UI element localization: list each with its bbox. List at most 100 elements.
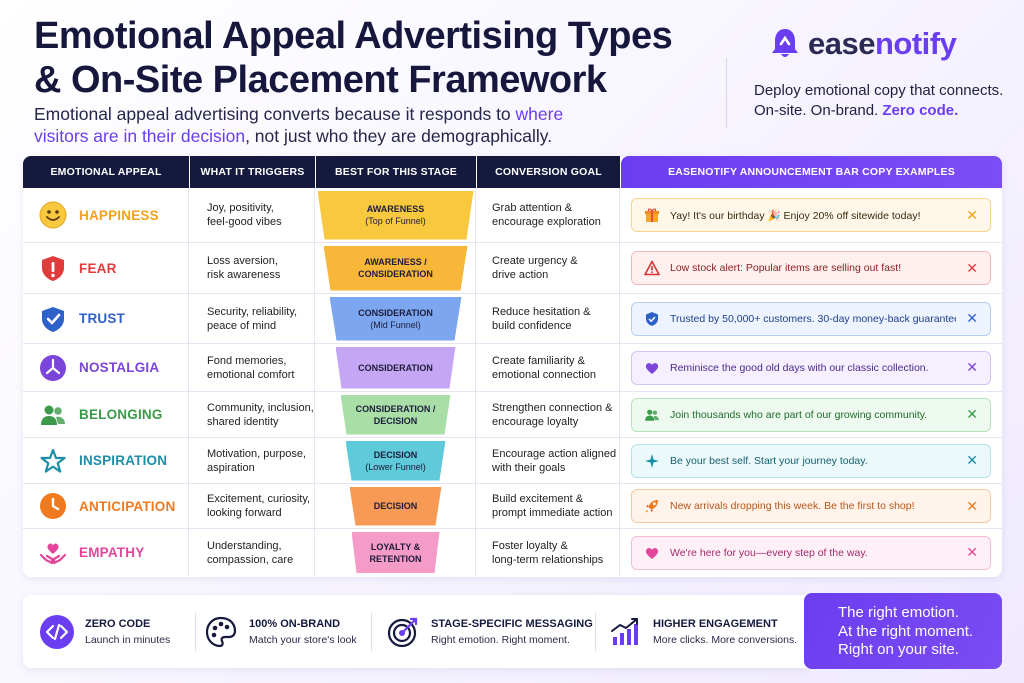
stage-line-1: AWARENESS / bbox=[364, 257, 427, 267]
announcement-bar[interactable]: Join thousands who are part of our growi… bbox=[631, 397, 991, 432]
trigger-line-2: shared identity bbox=[207, 415, 279, 428]
trigger-line-1: Understanding, bbox=[207, 539, 282, 552]
stage-line-1: CONSIDERATION bbox=[358, 362, 433, 373]
trigger-line-1: Joy, positivity, bbox=[207, 202, 274, 214]
shield-check-icon bbox=[39, 305, 67, 333]
announcement-bar[interactable]: Reminisce the good old days with our cla… bbox=[631, 350, 991, 385]
close-icon[interactable]: ✕ bbox=[966, 452, 978, 468]
trigger-line-1: Community, inclusion, bbox=[207, 401, 314, 414]
trigger-cell: Security, reliability, peace of mind bbox=[190, 294, 315, 343]
goal-line-1: Build excitement & bbox=[492, 493, 584, 505]
stage-line-2: CONSIDERATION bbox=[358, 269, 433, 279]
trigger-cell: Loss aversion, risk awareness bbox=[190, 243, 315, 293]
funnel-segment: CONSIDERATION / DECISION bbox=[340, 394, 451, 435]
goal-line-2: encourage exploration bbox=[492, 216, 601, 228]
feature-divider bbox=[595, 613, 596, 651]
brand-name-part-1: ease bbox=[808, 26, 875, 61]
announcement-text: Reminisce the good old days with our cla… bbox=[670, 361, 929, 374]
goal-cell: Reduce hesitation & build confidence bbox=[477, 294, 620, 343]
goal-line-1: Grab attention & bbox=[492, 202, 573, 214]
close-icon[interactable]: ✕ bbox=[966, 359, 978, 375]
heart-icon bbox=[644, 360, 660, 376]
announcement-bar[interactable]: Be your best self. Start your journey to… bbox=[631, 443, 991, 478]
bell-logo-icon bbox=[772, 29, 798, 57]
table-row: ANTICIPATION Excitement, curiosity, looki… bbox=[23, 484, 1002, 529]
clock-icon bbox=[39, 354, 67, 382]
heart-icon bbox=[644, 545, 660, 561]
tagline-text: On-site. On-brand. bbox=[754, 102, 883, 119]
feature-stage-specific: STAGE-SPECIFIC MESSAGING Right emotion. R… bbox=[385, 595, 593, 668]
stage-cell: AWARENESS (Top of Funnel) bbox=[316, 188, 476, 242]
announcement-bar[interactable]: Low stock alert: Popular items are selli… bbox=[631, 251, 991, 285]
feature-higher-engagement: HIGHER ENGAGEMENT More clicks. More conve… bbox=[607, 595, 797, 668]
funnel-segment: AWARENESS / CONSIDERATION bbox=[323, 245, 468, 291]
goal-cell: Create urgency & drive action bbox=[477, 243, 620, 293]
close-icon[interactable]: ✕ bbox=[966, 544, 978, 560]
goal-line-2: prompt immediate action bbox=[492, 507, 613, 519]
announcement-bar[interactable]: New arrivals dropping this week. Be the … bbox=[631, 489, 991, 523]
appeal-cell: EMPATHY bbox=[23, 529, 189, 576]
copy-example-cell: Yay! It's our birthday 🎉 Enjoy 20% off s… bbox=[621, 188, 1002, 242]
header-conversion-goal: CONVERSION GOAL bbox=[477, 156, 620, 188]
table-row: HAPPINESS Joy, positivity, feel-good vibe… bbox=[23, 188, 1002, 243]
header-what-it-triggers: WHAT IT TRIGGERS bbox=[190, 156, 315, 188]
cta-line-2: At the right moment. bbox=[838, 622, 974, 640]
title-line-1: Emotional Appeal Advertising Types bbox=[34, 15, 673, 57]
heart-hands-icon bbox=[39, 539, 67, 567]
announcement-text: Trusted by 50,000+ customers. 30-day mon… bbox=[670, 312, 957, 325]
close-icon[interactable]: ✕ bbox=[966, 206, 978, 223]
close-icon[interactable]: ✕ bbox=[966, 406, 978, 422]
people-icon bbox=[39, 401, 67, 429]
feature-divider bbox=[195, 613, 196, 651]
trigger-line-2: feel-good vibes bbox=[207, 216, 282, 228]
announcement-text: Low stock alert: Popular items are selli… bbox=[670, 262, 902, 274]
trigger-line-2: compassion, care bbox=[207, 553, 294, 566]
announcement-bar[interactable]: We're here for you—every step of the way… bbox=[631, 535, 991, 570]
stage-cell: CONSIDERATION / DECISION bbox=[316, 392, 476, 437]
brand-tagline: Deploy emotional copy that connects. On-… bbox=[754, 81, 1014, 121]
people-icon bbox=[644, 407, 660, 423]
trigger-line-1: Fond memories, bbox=[207, 354, 287, 367]
stage-cell: LOYALTY & RETENTION bbox=[316, 529, 476, 576]
announcement-bar[interactable]: Yay! It's our birthday 🎉 Enjoy 20% off s… bbox=[631, 198, 991, 232]
title-line-2: & On-Site Placement Framework bbox=[34, 59, 607, 101]
trigger-line-2: looking forward bbox=[207, 507, 282, 519]
appeal-name: TRUST bbox=[79, 311, 125, 326]
feature-strip: ZERO CODE Launch in minutes 100% ON-BRAND… bbox=[23, 595, 808, 668]
appeal-name: ANTICIPATION bbox=[79, 498, 176, 514]
goal-line-2: long-term relationships bbox=[492, 553, 604, 566]
close-icon[interactable]: ✕ bbox=[966, 497, 978, 514]
stage-cell: CONSIDERATION bbox=[316, 344, 476, 391]
table-row: EMPATHY Understanding, compassion, care L… bbox=[23, 529, 1002, 576]
funnel-segment: DECISION bbox=[349, 486, 442, 526]
table-header: EMOTIONAL APPEAL WHAT IT TRIGGERS BEST F… bbox=[23, 156, 1002, 188]
framework-table: EMOTIONAL APPEAL WHAT IT TRIGGERS BEST F… bbox=[23, 156, 1002, 577]
funnel-segment: DECISION (Lower Funnel) bbox=[345, 440, 446, 481]
close-icon[interactable]: ✕ bbox=[966, 310, 978, 326]
trigger-cell: Community, inclusion, shared identity bbox=[190, 392, 315, 437]
funnel-segment: CONSIDERATION (Mid Funnel) bbox=[329, 296, 462, 341]
trigger-line-1: Excitement, curiosity, bbox=[207, 493, 311, 505]
feature-subtitle: More clicks. More conversions. bbox=[653, 633, 798, 646]
copy-example-cell: Join thousands who are part of our growi… bbox=[621, 392, 1002, 437]
announcement-text: Join thousands who are part of our growi… bbox=[670, 408, 928, 421]
announcement-bar[interactable]: Trusted by 50,000+ customers. 30-day mon… bbox=[631, 301, 991, 336]
shield-icon bbox=[644, 311, 660, 327]
trigger-cell: Joy, positivity, feel-good vibes bbox=[190, 188, 315, 242]
copy-example-cell: We're here for you—every step of the way… bbox=[621, 529, 1002, 576]
trigger-line-2: risk awareness bbox=[207, 269, 281, 281]
funnel-segment: LOYALTY & RETENTION bbox=[351, 532, 440, 573]
announcement-text: New arrivals dropping this week. Be the … bbox=[670, 500, 915, 512]
goal-cell: Strengthen connection & encourage loyalty bbox=[477, 392, 620, 437]
header-emotional-appeal: EMOTIONAL APPEAL bbox=[23, 156, 189, 188]
close-icon[interactable]: ✕ bbox=[966, 259, 978, 276]
announcement-text: We're here for you—every step of the way… bbox=[670, 546, 868, 559]
warning-icon bbox=[644, 260, 660, 276]
appeal-name: NOSTALGIA bbox=[79, 360, 160, 375]
copy-example-cell: Low stock alert: Popular items are selli… bbox=[621, 243, 1002, 293]
brand-logo[interactable]: easenotify bbox=[770, 26, 957, 62]
goal-line-1: Encourage action aligned bbox=[492, 447, 617, 460]
copy-example-cell: Be your best self. Start your journey to… bbox=[621, 438, 1002, 483]
feature-subtitle: Match your store's look bbox=[249, 633, 357, 646]
appeal-name: EMPATHY bbox=[79, 545, 145, 560]
